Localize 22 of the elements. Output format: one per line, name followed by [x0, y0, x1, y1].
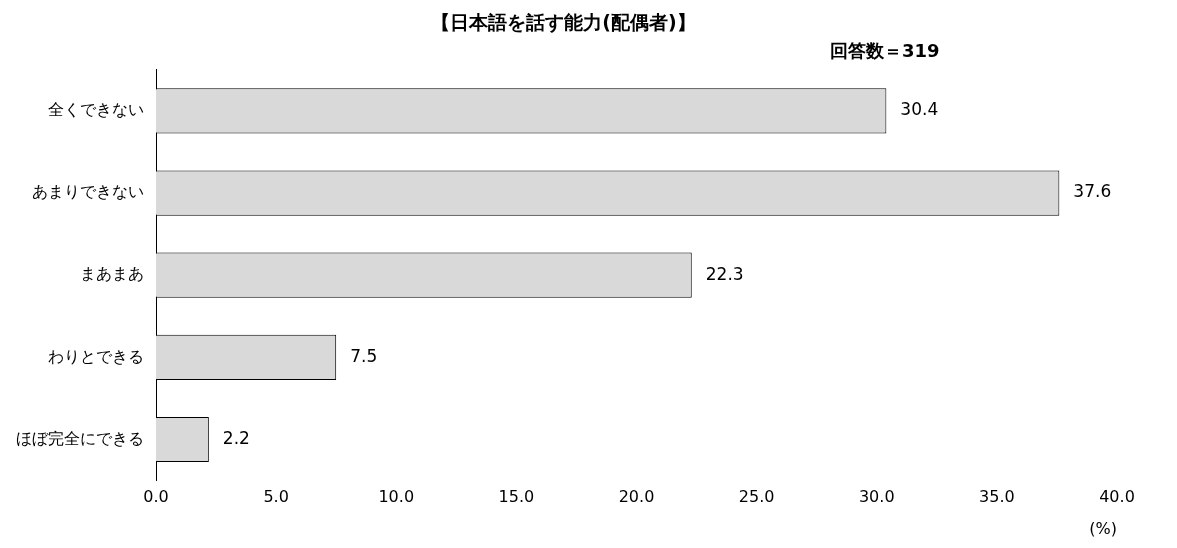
- x-tick-label: 10.0: [378, 487, 415, 507]
- data-label: 30.4: [900, 99, 939, 120]
- y-tick-label: まあまあ: [80, 264, 144, 284]
- data-label: 22.3: [705, 263, 744, 284]
- x-tick-label: 30.0: [858, 487, 895, 507]
- x-tick-label: 40.0: [1099, 487, 1135, 507]
- y-tick-label: あまりできない: [32, 182, 144, 202]
- y-tick-label: 全くできない: [48, 100, 144, 120]
- data-label: 2.2: [222, 427, 250, 448]
- x-tick-label: 25.0: [738, 487, 775, 507]
- x-tick-label: 35.0: [979, 487, 1015, 507]
- y-tick-label: わりとできる: [48, 346, 144, 366]
- data-label: 37.6: [1073, 181, 1112, 202]
- text: 回答数＝319: [830, 39, 940, 61]
- x-tick-label: 5.0: [263, 487, 289, 507]
- y-tick-label: ほぼ完全にできる: [16, 428, 144, 448]
- chart-title: 【日本語を話す能力(配偶者)】: [431, 11, 696, 34]
- x-tick-label: 0.0: [143, 487, 169, 507]
- x-axis-title: (%): [1089, 518, 1117, 538]
- x-tick-label: 20.0: [618, 487, 655, 507]
- x-tick-label: 15.0: [498, 487, 535, 507]
- data-label: 7.5: [350, 345, 378, 366]
